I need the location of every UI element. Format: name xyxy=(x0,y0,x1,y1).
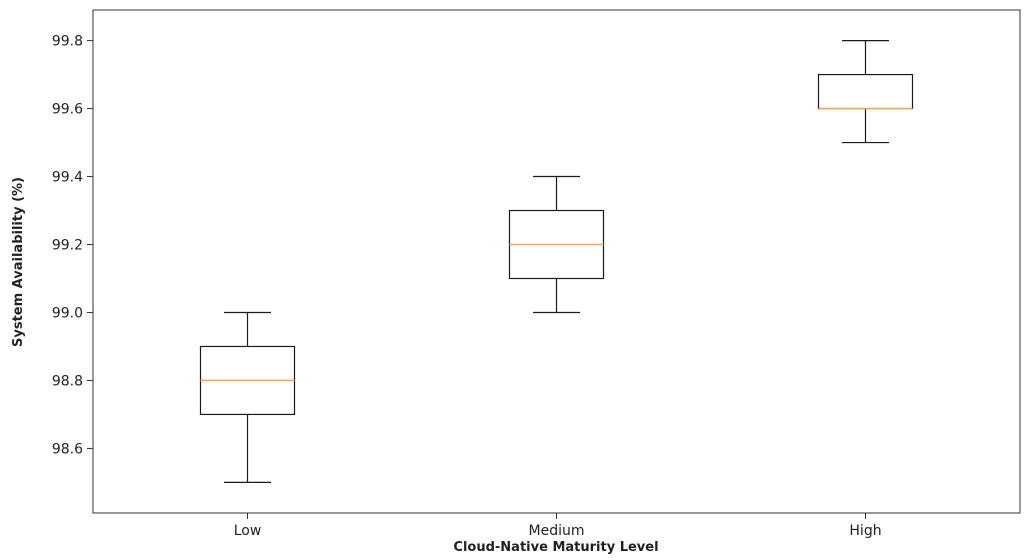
box-series xyxy=(199,39,914,484)
box-medium xyxy=(508,175,605,314)
interquartile-box xyxy=(817,73,914,110)
y-tick-label: 99.2 xyxy=(52,238,83,254)
x-tick-label: Medium xyxy=(529,523,585,539)
y-axis: 98.6 98.8 99.0 99.2 99.4 99.6 99.8 xyxy=(52,34,93,457)
plot-area-frame xyxy=(92,9,1021,514)
y-tick-label: 99.8 xyxy=(52,34,83,50)
box-low xyxy=(199,311,296,484)
x-axis-title: Cloud-Native Maturity Level xyxy=(453,540,658,555)
y-tick-label: 99.4 xyxy=(52,170,83,186)
y-tick-label: 99.6 xyxy=(52,102,83,118)
x-tick-label: Low xyxy=(234,523,262,539)
box-high xyxy=(817,39,914,144)
y-axis-title: System Availability (%) xyxy=(11,177,26,347)
y-tick-label: 99.0 xyxy=(52,305,83,321)
y-tick-label: 98.8 xyxy=(52,373,83,389)
x-tick-label: High xyxy=(849,523,881,539)
x-axis: Low Medium High xyxy=(234,513,882,539)
y-tick-label: 98.6 xyxy=(52,441,83,457)
